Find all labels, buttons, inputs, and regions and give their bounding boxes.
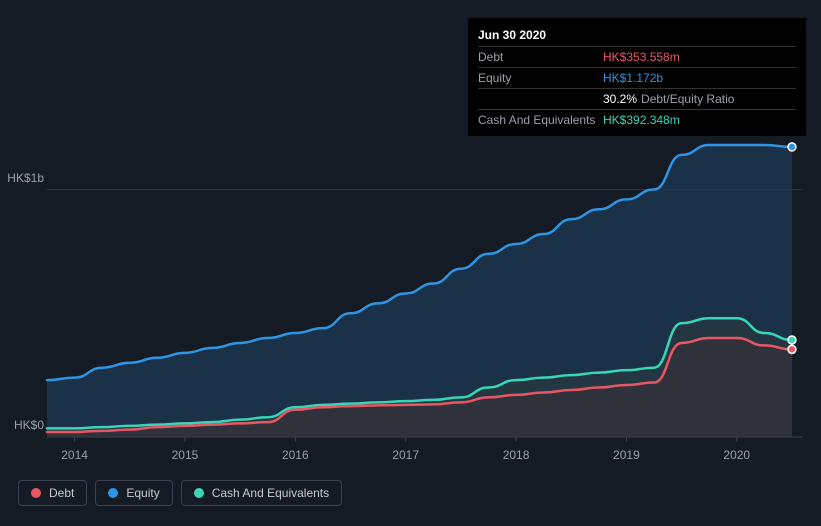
legend: Debt Equity Cash And Equivalents <box>18 480 342 506</box>
x-tick-label: 2019 <box>613 448 640 462</box>
x-tick-label: 2016 <box>282 448 309 462</box>
legend-label: Cash And Equivalents <box>212 486 329 500</box>
chart-plot <box>0 0 813 447</box>
legend-item-equity[interactable]: Equity <box>95 480 172 506</box>
x-tick-label: 2020 <box>723 448 750 462</box>
legend-swatch <box>108 488 118 498</box>
series-end-marker <box>788 345 796 353</box>
series-end-marker <box>788 143 796 151</box>
x-tick-label: 2018 <box>503 448 530 462</box>
legend-item-cash-and-equivalents[interactable]: Cash And Equivalents <box>181 480 342 506</box>
legend-swatch <box>31 488 41 498</box>
legend-label: Equity <box>126 486 159 500</box>
x-tick-label: 2014 <box>61 448 88 462</box>
legend-label: Debt <box>49 486 74 500</box>
x-tick-label: 2015 <box>172 448 199 462</box>
series-end-marker <box>788 336 796 344</box>
legend-item-debt[interactable]: Debt <box>18 480 87 506</box>
x-tick-label: 2017 <box>392 448 419 462</box>
y-tick-label: HK$0 <box>0 418 44 432</box>
legend-swatch <box>194 488 204 498</box>
y-tick-label: HK$1b <box>0 171 44 185</box>
